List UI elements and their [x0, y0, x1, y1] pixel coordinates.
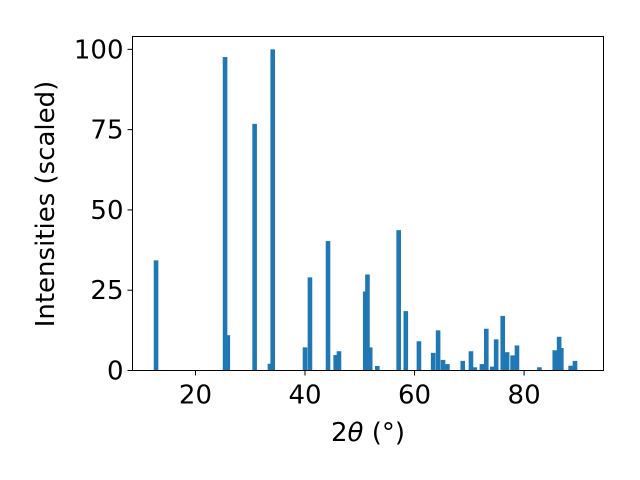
- y-tick-label: 100: [74, 35, 124, 65]
- x-axis-ticks: 20 40 60 80: [179, 370, 541, 411]
- bar-series: [153, 49, 578, 371]
- bar: [302, 347, 308, 371]
- bar: [484, 328, 489, 371]
- x-tick-label: 40: [288, 381, 321, 411]
- bar: [375, 366, 380, 371]
- bar: [430, 352, 436, 371]
- x-axis-label-unit: (°): [363, 418, 405, 448]
- bar: [500, 315, 506, 371]
- bar: [479, 364, 485, 371]
- y-tick-label: 25: [90, 276, 123, 306]
- bar: [252, 123, 257, 371]
- bar: [222, 57, 228, 371]
- bar: [514, 345, 520, 371]
- bar: [270, 49, 275, 371]
- bar: [333, 355, 338, 371]
- bar: [367, 347, 373, 371]
- x-tick-label: 20: [179, 381, 212, 411]
- bar: [504, 352, 510, 371]
- y-axis-label: Intensities (scaled): [31, 81, 61, 328]
- bar: [490, 366, 495, 371]
- bar: [460, 360, 466, 371]
- bar: [493, 339, 499, 371]
- bar: [153, 260, 159, 371]
- y-tick-label: 75: [90, 116, 123, 146]
- x-axis-label: 2θ (°): [331, 418, 405, 448]
- bar: [225, 335, 231, 371]
- bar: [440, 359, 446, 371]
- x-axis-label-prefix: 2: [331, 418, 348, 448]
- bar: [552, 350, 558, 371]
- bar: [325, 241, 331, 371]
- bar: [307, 277, 313, 371]
- bar: [445, 364, 450, 371]
- bar: [435, 330, 441, 371]
- bar: [396, 230, 401, 371]
- bar: [472, 367, 478, 371]
- y-tick-label: 50: [90, 196, 123, 226]
- x-tick-label: 60: [398, 381, 431, 411]
- bar: [468, 351, 474, 371]
- plot-frame: [132, 36, 604, 371]
- bar: [537, 367, 542, 371]
- bar: [267, 363, 273, 371]
- bar: [559, 348, 564, 371]
- bar: [568, 365, 573, 371]
- x-tick-label: 80: [508, 381, 541, 411]
- y-axis-ticks: 0 25 50 75 100: [74, 35, 133, 387]
- x-axis-label-theta: θ: [348, 418, 364, 448]
- bar: [336, 351, 342, 371]
- bar: [510, 355, 515, 371]
- bar: [365, 274, 370, 371]
- bar: [403, 311, 409, 371]
- bar: [572, 360, 578, 371]
- y-tick-label: 0: [107, 357, 124, 387]
- bar: [416, 341, 422, 371]
